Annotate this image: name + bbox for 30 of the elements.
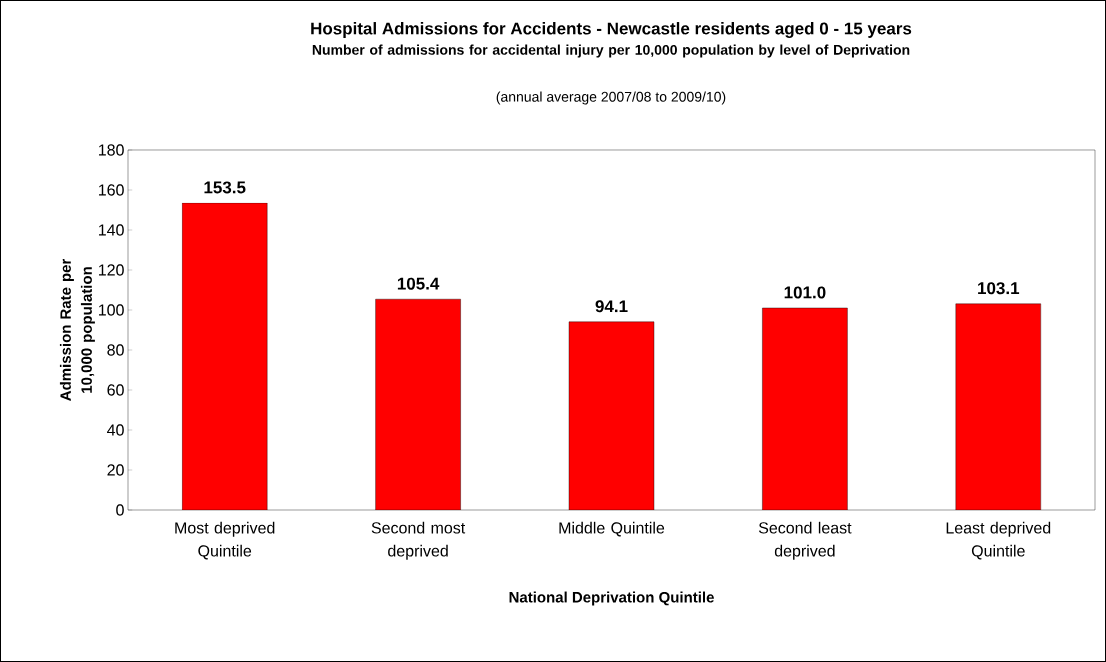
data-label: 153.5 [204,181,246,194]
data-label: 105.4 [397,277,440,290]
data-label: 101.0 [784,286,826,299]
x-tick-label: Least deprived Quintile [946,521,1051,560]
y-tick-label: 120 [99,264,124,276]
x-tick-label: Most deprived Quintile [175,521,275,560]
bar [568,321,655,510]
text: (annual average 2007/08 to 2009/10) [496,91,726,105]
bar [182,202,268,510]
chart-title: Hospital Admissions for Accidents - Newcastle residents aged 0 - 15 years [311,22,912,38]
y-tick-label: 0 [116,504,124,516]
y-tick-label: 180 [99,144,124,156]
bar [762,307,848,510]
x-tick-label: Middle Quintile [559,521,665,537]
y-tick-label: 100 [99,304,124,316]
x-axis-title: National Deprivation Quintile [509,591,714,606]
y-tick-label: 80 [107,344,124,356]
x-tick-label: Second most deprived [371,521,466,560]
chart-subtitle: Number of admissions for accidental injury per 10,000 population by level of Deprivation [312,44,910,58]
y-axis-title: Admission Rate per 10,000 population [59,258,95,401]
y-tick-label: 20 [107,464,124,476]
y-tick-label: 160 [99,184,124,196]
bar [375,299,461,510]
data-label: 103.1 [978,282,1020,295]
bar [955,303,1041,510]
x-tick-label: Second least deprived [758,521,852,560]
y-tick-label: 60 [107,384,124,396]
y-tick-label: 40 [107,424,124,436]
y-tick-label: 140 [99,224,124,236]
data-label: 94.1 [595,300,628,313]
